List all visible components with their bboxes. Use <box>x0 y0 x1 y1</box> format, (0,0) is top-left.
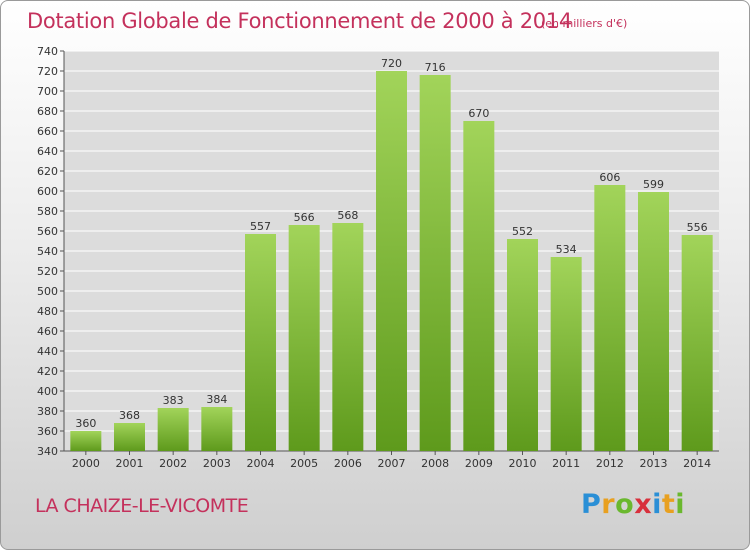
y-tick-label: 460 <box>37 325 58 338</box>
bar-2001 <box>114 423 145 451</box>
y-tick-label: 360 <box>37 425 58 438</box>
bar-2011 <box>550 257 582 451</box>
bar-2010 <box>507 239 538 451</box>
x-tick-label: 2007 <box>378 457 406 470</box>
axes: 340 360 380 400 420 440 460 480 500 520 540 560 580 6… <box>37 45 719 470</box>
x-tick-label: 2003 <box>203 457 231 470</box>
logo-letter: P <box>581 489 602 520</box>
y-tick-label: 420 <box>37 365 58 378</box>
bar-2008 <box>419 75 451 451</box>
bar-2002 <box>157 408 189 451</box>
value-label: 360 <box>75 417 96 430</box>
y-tick-label: 380 <box>37 405 58 418</box>
y-tick-label: 480 <box>37 305 58 318</box>
x-tick-label: 2011 <box>552 457 580 470</box>
y-tick-label: 720 <box>37 65 58 78</box>
value-label: 552 <box>512 225 533 238</box>
x-tick-label: 2000 <box>72 457 100 470</box>
proxiti-logo: Proxiti <box>581 489 685 520</box>
y-tick-label: 340 <box>37 445 58 458</box>
x-tick-label: 2001 <box>116 457 144 470</box>
y-tick-label: 700 <box>37 85 58 98</box>
y-tick-label: 560 <box>37 225 58 238</box>
logo-letter: r <box>601 489 616 520</box>
x-tick-label: 2009 <box>465 457 493 470</box>
x-tick-label: 2014 <box>683 457 711 470</box>
bar-2005 <box>288 225 320 451</box>
value-label: 556 <box>687 221 708 234</box>
y-tick-label: 500 <box>37 285 58 298</box>
value-label: 368 <box>119 409 140 422</box>
value-label: 670 <box>468 107 489 120</box>
bars <box>70 71 713 451</box>
value-label: 606 <box>599 171 620 184</box>
logo-letter: t <box>661 489 676 520</box>
x-tick-label: 2002 <box>159 457 187 470</box>
y-tick-label: 680 <box>37 105 58 118</box>
bar-2004 <box>245 234 276 451</box>
y-tick-label: 440 <box>37 345 58 358</box>
bar-2014 <box>681 235 713 451</box>
y-tick-label: 640 <box>37 145 58 158</box>
x-tick-label: 2004 <box>247 457 275 470</box>
value-label: 534 <box>556 243 577 256</box>
x-tick-label: 2012 <box>596 457 624 470</box>
x-tick-label: 2010 <box>509 457 537 470</box>
value-label: 720 <box>381 57 402 70</box>
logo-letter: x <box>634 489 653 520</box>
y-tick-label: 580 <box>37 205 58 218</box>
chart-unit: (en milliers d'€) <box>541 17 628 30</box>
y-tick-label: 520 <box>37 265 58 278</box>
bar-2003 <box>201 407 233 451</box>
value-label: 384 <box>206 393 227 406</box>
logo-letter: o <box>615 489 635 520</box>
x-tick-label: 2013 <box>640 457 668 470</box>
bar-2006 <box>332 223 364 451</box>
value-labels: 360 368 383 384 557 566 568 720 716 670 552 534 606 5… <box>75 57 707 430</box>
bar-2009 <box>463 121 495 451</box>
x-tick-label: 2005 <box>290 457 318 470</box>
y-tick-label: 660 <box>37 125 58 138</box>
value-label: 568 <box>337 209 358 222</box>
bar-2013 <box>638 192 669 451</box>
value-label: 566 <box>294 211 315 224</box>
commune-name: LA CHAIZE-LE-VICOMTE <box>35 495 249 517</box>
value-label: 557 <box>250 220 271 233</box>
x-tick-label: 2008 <box>421 457 449 470</box>
bar-2012 <box>594 185 626 451</box>
value-label: 599 <box>643 178 664 191</box>
y-tick-label: 600 <box>37 185 58 198</box>
value-label: 716 <box>425 61 446 74</box>
y-tick-label: 620 <box>37 165 58 178</box>
value-label: 383 <box>163 394 184 407</box>
bar-2000 <box>70 431 102 451</box>
x-tick-label: 2006 <box>334 457 362 470</box>
y-tick-label: 740 <box>37 45 58 58</box>
chart-title: Dotation Globale de Fonctionnement de 20… <box>27 9 572 33</box>
logo-letter: i <box>675 489 686 520</box>
y-tick-label: 400 <box>37 385 58 398</box>
bar-2007 <box>376 71 407 451</box>
y-tick-label: 540 <box>37 245 58 258</box>
logo-letter: i <box>652 489 662 520</box>
